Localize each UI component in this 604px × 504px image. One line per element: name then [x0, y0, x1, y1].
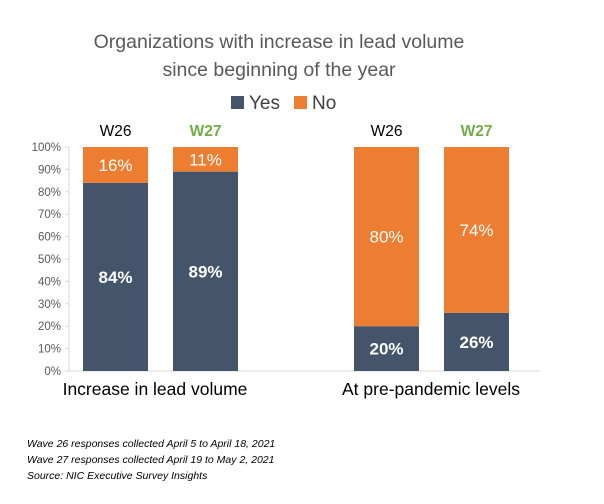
bar-segment-no	[83, 147, 148, 183]
wave-label: W26	[100, 123, 132, 140]
bar-label-yes: 20%	[369, 340, 403, 359]
bar-segment-no	[173, 147, 238, 172]
bar-label-no: 11%	[189, 150, 222, 169]
bar-label-yes: 84%	[98, 268, 132, 287]
y-tick-label: 10%	[38, 344, 61, 356]
bar-segment-no	[444, 147, 509, 313]
y-tick-label: 100%	[32, 142, 61, 154]
chart-title-line-2: since beginning of the year	[162, 59, 396, 81]
footnote-wave-27: Wave 27 responses collected April 19 to …	[27, 454, 275, 466]
stacked-bar-chart: Organizations with increase in lead volu…	[32, 31, 540, 399]
group-label: At pre-pandemic levels	[342, 379, 520, 399]
legend-label-yes: Yes	[249, 93, 280, 114]
wave-label: W27	[461, 123, 493, 140]
bar-label-no: 80%	[369, 228, 403, 247]
y-tick-label: 60%	[38, 232, 61, 244]
legend: Yes No	[231, 93, 336, 114]
bar-label-yes: 26%	[459, 333, 493, 352]
wave-label: W26	[371, 123, 403, 140]
legend-label-no: No	[312, 93, 336, 114]
footnote-wave-26: Wave 26 responses collected April 5 to A…	[27, 438, 276, 450]
y-tick-label: 40%	[38, 276, 61, 288]
bar-segment-yes	[444, 312, 509, 371]
y-tick-label: 0%	[44, 366, 61, 378]
bar-segment-yes	[173, 171, 238, 371]
bar-label-no: 16%	[98, 156, 132, 175]
group-label: Increase in lead volume	[63, 379, 248, 399]
footnote-source: Source: NIC Executive Survey Insights	[27, 470, 208, 482]
bar-label-yes: 89%	[188, 262, 222, 281]
group-labels: Increase in lead volume At pre-pandemic l…	[63, 379, 521, 399]
bar-label-no: 74%	[459, 221, 493, 240]
y-tick-label: 70%	[38, 209, 61, 221]
y-tick-label: 90%	[38, 164, 61, 176]
y-tick-label: 80%	[38, 187, 61, 199]
chart-title-line-1: Organizations with increase in lead volu…	[94, 31, 465, 53]
bars: 84% 16% W26 89% 11% W27 20% 80% W26 26% 74% W27	[83, 123, 509, 371]
y-tick-label: 50%	[38, 254, 61, 266]
legend-swatch-yes	[231, 96, 244, 109]
wave-label: W27	[190, 123, 222, 140]
y-axis: 0% 10% 20% 30% 40% 50% 60% 70% 80% 90% 100%	[32, 142, 540, 378]
legend-swatch-no	[294, 96, 307, 109]
bar-segment-yes	[354, 326, 419, 371]
footnotes: Wave 26 responses collected April 5 to A…	[27, 436, 275, 484]
bar-segment-yes	[83, 182, 148, 371]
bar-segment-no	[354, 147, 419, 327]
y-tick-label: 30%	[38, 299, 61, 311]
y-tick-label: 20%	[38, 321, 61, 333]
